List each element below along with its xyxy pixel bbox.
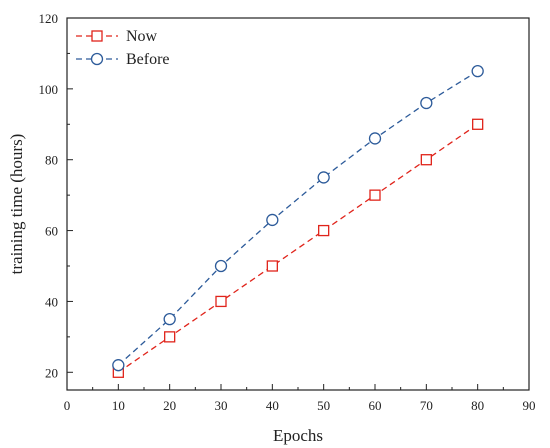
data-point-now — [420, 154, 432, 166]
y-tick-label: 100 — [39, 82, 59, 97]
y-tick-label: 120 — [39, 11, 59, 26]
data-point-now — [215, 295, 227, 308]
x-tick-label: 30 — [215, 398, 228, 413]
data-point-before — [368, 132, 382, 145]
x-tick-label: 80 — [471, 398, 484, 413]
x-tick-label: 10 — [112, 398, 125, 413]
series-now — [112, 118, 484, 378]
data-point-before — [471, 64, 484, 78]
data-point-now — [266, 260, 278, 272]
x-tick-label: 40 — [266, 398, 279, 413]
data-point-before — [214, 259, 228, 273]
legend-label-now: Now — [126, 28, 158, 45]
x-axis-label: Epochs — [273, 426, 323, 445]
legend-label-before: Before — [126, 51, 170, 68]
y-tick-label: 60 — [45, 224, 58, 239]
x-tick-label: 90 — [523, 398, 536, 413]
data-point-before — [420, 96, 433, 110]
data-point-before — [163, 312, 176, 326]
x-tick-label: 60 — [369, 398, 382, 413]
x-tick-label: 0 — [64, 398, 71, 413]
data-point-now — [472, 118, 484, 130]
x-tick-label: 70 — [420, 398, 433, 413]
data-point-now — [318, 224, 330, 237]
series-line-before — [117, 70, 479, 366]
series-layer — [112, 64, 484, 378]
axes-ticks: 0 10 20 30 40 50 60 70 80 90 20 40 60 80 100 120 — [39, 11, 536, 413]
legend-marker-now — [91, 30, 103, 42]
y-tick-label: 40 — [45, 294, 58, 309]
series-before — [112, 64, 484, 372]
x-tick-label: 20 — [163, 398, 176, 413]
y-axis-label: training time (hours) — [7, 134, 26, 275]
y-tick-label: 80 — [45, 153, 58, 168]
plot-frame — [66, 17, 530, 391]
data-point-now — [164, 331, 176, 343]
data-point-before — [112, 359, 125, 372]
data-point-now — [369, 189, 381, 201]
y-tick-label: 20 — [45, 365, 58, 380]
legend: Now Before — [76, 28, 170, 68]
x-tick-label: 50 — [317, 398, 330, 413]
data-point-before — [266, 213, 279, 227]
series-line-now — [117, 123, 479, 373]
data-point-before — [317, 171, 330, 184]
legend-marker-before — [90, 52, 104, 66]
